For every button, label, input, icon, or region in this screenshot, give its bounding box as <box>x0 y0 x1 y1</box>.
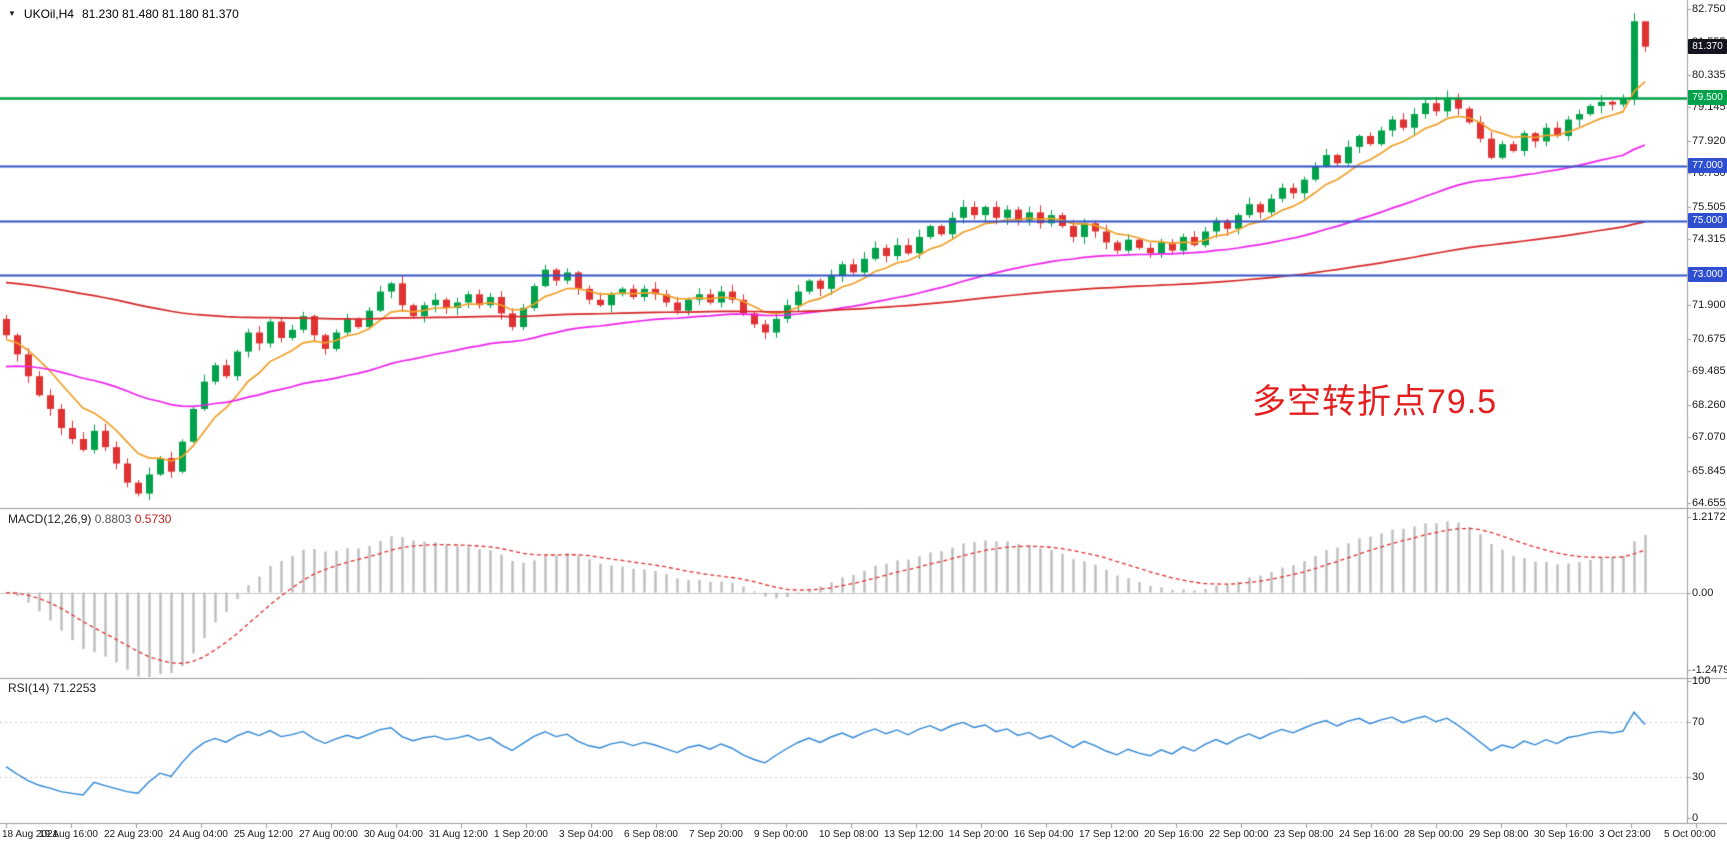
rsi-value: 71.2253 <box>52 681 97 695</box>
macd-value-signal: 0.5730 <box>134 512 172 526</box>
rsi-name: RSI(14) <box>8 681 50 695</box>
annotation-text: 多空转折点79.5 <box>1252 383 1498 421</box>
rsi-indicator-label: RSI(14) 71.2253 <box>8 681 96 695</box>
macd-name: MACD(12,26,9) <box>8 512 92 526</box>
symbol-ohlc: 81.230 81.480 81.180 81.370 <box>81 7 239 21</box>
macd-value-main: 0.8803 <box>94 512 132 526</box>
collapse-arrow-icon[interactable]: ▼ <box>8 9 16 18</box>
macd-indicator-label: MACD(12,26,9) 0.8803 0.5730 <box>8 512 171 526</box>
symbol-info: ▼ UKOil,H4 81.230 81.480 81.180 81.370 <box>8 7 239 21</box>
symbol-name: UKOil,H4 <box>23 7 74 21</box>
